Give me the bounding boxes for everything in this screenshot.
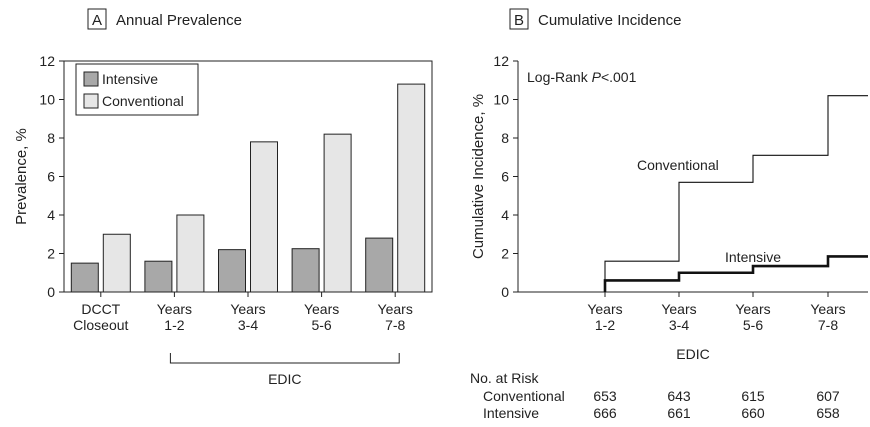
risk-value: 615: [741, 388, 765, 404]
risk-value: 653: [593, 388, 617, 404]
panel-a-title: Annual Prevalence: [116, 12, 242, 29]
bar-intensive-2: [218, 249, 246, 293]
x-tick-label: 1-2: [164, 317, 184, 333]
x-tick-label: Years: [230, 301, 265, 317]
bar-intensive-4: [365, 237, 394, 293]
x-tick-label: DCCT: [81, 301, 120, 317]
x-tick-label: Years: [157, 301, 192, 317]
log-rank-annotation: Log-Rank P<.001: [527, 69, 637, 85]
edic-bracket-label: EDIC: [268, 371, 301, 387]
y-tick-label: 12: [493, 53, 509, 69]
x-tick-label: 7-8: [385, 317, 405, 333]
step-line-conventional: [604, 95, 868, 292]
y-tick-label: 0: [47, 284, 55, 300]
bar-intensive-0: [70, 262, 99, 293]
y-tick-label: 4: [501, 207, 509, 223]
x-tick-label: Years: [587, 301, 622, 317]
risk-row-label-conventional: Conventional: [483, 388, 565, 404]
y-tick-label: 6: [501, 169, 509, 185]
y-tick-label: 0: [501, 284, 509, 300]
x-tick-label: Years: [378, 301, 413, 317]
panel-a-header: A Annual Prevalence: [87, 8, 242, 30]
bar-conventional-1: [176, 214, 205, 293]
y-tick-label: 8: [47, 130, 55, 146]
y-tick-label: 6: [47, 169, 55, 185]
panel-b-header: B Cumulative Incidence: [509, 8, 681, 30]
x-tick-label: Closeout: [73, 317, 128, 333]
y-tick-label: 8: [501, 130, 509, 146]
y-tick-label: 12: [39, 53, 55, 69]
panel-b-letter-box: [509, 8, 529, 30]
y-tick-label: 2: [501, 246, 509, 262]
x-tick-label: 3-4: [238, 317, 258, 333]
x-tick-label: Years: [661, 301, 696, 317]
y-tick-label: 4: [47, 207, 55, 223]
x-tick-label: 1-2: [595, 317, 615, 333]
x-tick-label: 5-6: [311, 317, 331, 333]
series-label-intensive: Intensive: [725, 249, 781, 265]
risk-value: 658: [816, 405, 840, 421]
panel-a-letter-box: [87, 8, 107, 30]
panel-b-title: Cumulative Incidence: [538, 12, 681, 29]
y-tick-label: 10: [39, 92, 55, 108]
bar-conventional-2: [250, 141, 278, 293]
x-tick-label: 7-8: [818, 317, 838, 333]
legend-label-intensive: Intensive: [102, 71, 158, 87]
y-tick-label: 10: [493, 92, 509, 108]
y-axis-label: Prevalence, %: [13, 128, 30, 225]
risk-value: 661: [667, 405, 691, 421]
x-tick-label: 3-4: [669, 317, 689, 333]
risk-value: 643: [667, 388, 691, 404]
legend-swatch-conventional: [83, 93, 99, 109]
x-tick-label: Years: [810, 301, 845, 317]
bar-intensive-1: [144, 260, 173, 293]
x-tick-label: Years: [304, 301, 339, 317]
risk-value: 607: [816, 388, 840, 404]
panel-b-letter: B: [514, 12, 524, 29]
y-axis-label: Cumulative Incidence, %: [470, 94, 487, 259]
edic-bracket: [169, 353, 400, 364]
series-label-conventional: Conventional: [637, 157, 719, 173]
bar-intensive-3: [291, 248, 320, 293]
panel-a-letter: A: [92, 12, 102, 29]
x-tick-label: 5-6: [743, 317, 763, 333]
legend-swatch-intensive: [83, 71, 99, 87]
bar-conventional-3: [323, 133, 352, 293]
bar-conventional-4: [397, 83, 426, 293]
x-tick-label: Years: [735, 301, 770, 317]
y-tick-label: 2: [47, 246, 55, 262]
risk-table-header: No. at Risk: [470, 370, 539, 386]
bar-conventional-0: [102, 233, 131, 293]
x-axis-label: EDIC: [676, 346, 709, 362]
risk-row-label-intensive: Intensive: [483, 405, 539, 421]
legend-label-conventional: Conventional: [102, 93, 184, 109]
step-line-intensive: [603, 255, 868, 292]
risk-value: 660: [741, 405, 765, 421]
risk-value: 666: [593, 405, 617, 421]
